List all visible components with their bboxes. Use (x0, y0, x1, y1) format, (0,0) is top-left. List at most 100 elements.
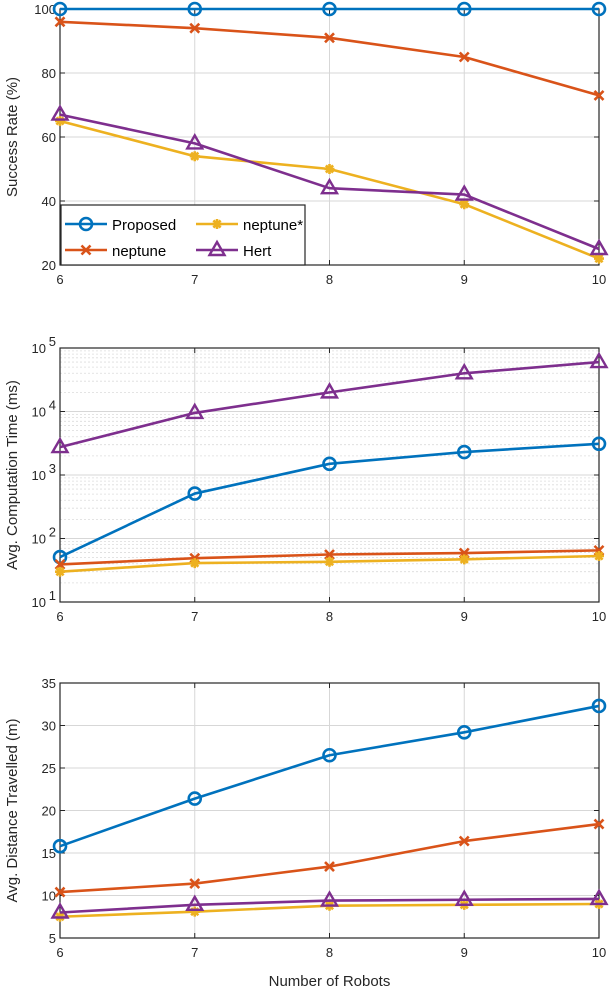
x-tick-label: 9 (461, 272, 468, 287)
data-point-x (189, 22, 201, 34)
legend-marker-asterisk (212, 219, 222, 229)
series-line (59, 704, 600, 848)
data-point-x (593, 89, 605, 101)
series-neptune (54, 818, 605, 898)
data-point-triangle (454, 889, 474, 906)
legend-marker-circle (78, 216, 94, 232)
legend-item: Proposed (65, 216, 176, 234)
data-point-x (458, 835, 470, 847)
y-tick-label: 10 (32, 341, 46, 356)
series-neptune-star (55, 551, 604, 577)
data-point-asterisk (459, 199, 470, 210)
data-point-circle (456, 1, 472, 17)
x-tick-label: 8 (326, 609, 333, 624)
data-point-circle (591, 436, 607, 452)
data-point-x (593, 818, 605, 830)
data-point-x (458, 51, 470, 63)
y-tick-label: 30 (42, 719, 56, 734)
x-tick-label: 8 (326, 272, 333, 287)
y-tick-label: 60 (42, 130, 56, 145)
legend-item: neptune* (196, 217, 303, 234)
success-rate-chart: 20 40 60 80 100 6 7 8 9 10 Success Rate (%) Propose… (4, 1, 609, 287)
x-tick-label: 6 (56, 945, 63, 960)
series-neptune (54, 16, 605, 101)
series-hert (50, 888, 609, 919)
data-point-circle (456, 724, 472, 740)
y-axis-label: Success Rate (%) (4, 77, 21, 197)
y-tick-label: 100 (34, 2, 56, 17)
legend-label: Proposed (112, 217, 176, 234)
legend-label: neptune (112, 243, 166, 260)
y-tick-label: 80 (42, 66, 56, 81)
y-tick-exponent: 4 (49, 398, 56, 413)
data-point-triangle (50, 902, 70, 919)
data-point-circle (187, 791, 203, 806)
series-proposed (52, 1, 607, 17)
legend-marker-triangle (207, 239, 227, 257)
y-tick-exponent: 2 (49, 525, 56, 540)
y-tick-label: 25 (42, 761, 56, 776)
data-point-circle (591, 698, 607, 714)
data-point-asterisk (324, 556, 335, 567)
data-point-triangle (589, 238, 609, 256)
data-point-circle (187, 1, 203, 17)
data-point-asterisk (189, 151, 200, 162)
data-point-x (324, 32, 335, 44)
data-point-triangle (185, 402, 205, 420)
x-tick-label: 7 (191, 272, 198, 287)
legend-label: neptune* (243, 217, 303, 234)
y-tick-label: 10 (32, 405, 46, 420)
series-line (59, 442, 600, 559)
legend-item: neptune (65, 243, 166, 260)
series-proposed (52, 698, 607, 854)
data-point-triangle (319, 381, 340, 399)
data-point-asterisk (594, 253, 604, 264)
x-tick-label: 7 (191, 945, 198, 960)
x-tick-label: 10 (592, 609, 606, 624)
y-tick-exponent: 5 (49, 334, 56, 349)
data-point-triangle (454, 184, 474, 201)
data-point-triangle (454, 362, 474, 380)
y-tick-exponent: 3 (49, 461, 56, 476)
data-point-circle (322, 1, 337, 17)
data-point-triangle (589, 888, 609, 906)
series-neptune-star (55, 116, 604, 264)
data-point-x (324, 861, 335, 873)
x-tick-label: 6 (56, 272, 63, 287)
y-tick-label: 5 (49, 931, 56, 946)
y-tick-label: 10 (32, 468, 46, 483)
data-point-asterisk (189, 558, 200, 569)
x-tick-label: 8 (326, 945, 333, 960)
series-line (59, 897, 600, 914)
y-tick-label: 10 (32, 532, 46, 547)
data-point-asterisk (459, 554, 470, 565)
data-point-triangle (319, 177, 340, 195)
data-point-triangle (185, 894, 205, 912)
data-point-circle (322, 747, 337, 763)
series-hert (50, 351, 609, 454)
series-hert (50, 104, 609, 256)
data-point-asterisk (55, 566, 65, 577)
data-point-circle (322, 456, 337, 472)
series-line (59, 113, 600, 251)
legend-item: Hert (196, 239, 272, 260)
x-tick-label: 7 (191, 609, 198, 624)
y-tick-label: 35 (42, 676, 56, 691)
data-point-circle (456, 444, 472, 460)
x-axis-label: Number of Robots (269, 973, 391, 990)
legend-marker-x (80, 244, 92, 256)
y-axis-label: Avg. Computation Time (ms) (4, 380, 21, 570)
y-axis-label: Avg. Distance Travelled (m) (4, 719, 21, 903)
legend: Proposed neptune neptune* Hert (60, 204, 306, 266)
data-point-triangle (50, 436, 70, 454)
data-point-circle (187, 486, 203, 501)
data-point-triangle (589, 351, 609, 369)
x-tick-label: 10 (592, 272, 606, 287)
y-tick-label: 20 (42, 804, 56, 819)
data-point-asterisk (324, 164, 335, 174)
data-point-triangle (319, 890, 340, 907)
legend-box (60, 204, 306, 266)
legend-label: Hert (243, 243, 272, 260)
data-point-asterisk (594, 551, 604, 562)
